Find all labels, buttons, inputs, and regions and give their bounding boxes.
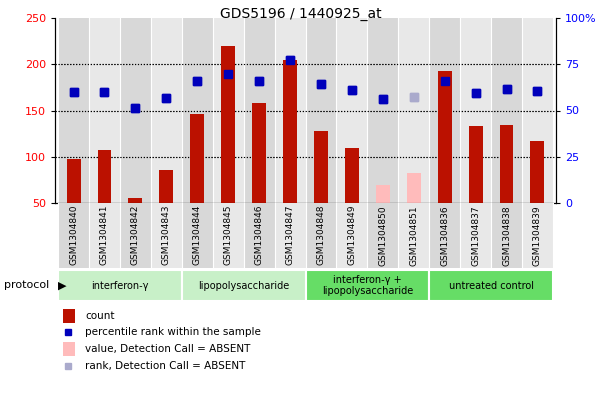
Bar [120, 203, 151, 268]
Bar [97, 150, 111, 203]
Bar [243, 203, 275, 268]
Bar [252, 103, 266, 203]
Bar [182, 270, 305, 301]
Text: percentile rank within the sample: percentile rank within the sample [85, 327, 261, 338]
Bar [252, 103, 266, 203]
Text: GSM1304851: GSM1304851 [409, 205, 418, 266]
Bar [213, 18, 243, 203]
Text: GSM1304850: GSM1304850 [378, 205, 387, 266]
Bar [159, 170, 173, 203]
Bar [63, 342, 75, 356]
Text: ▶: ▶ [58, 281, 67, 290]
Bar [305, 203, 337, 268]
Bar [367, 18, 398, 203]
Bar [58, 203, 89, 268]
Bar [89, 18, 120, 203]
Text: GSM1304842: GSM1304842 [131, 205, 140, 265]
Bar [522, 18, 553, 203]
Text: GSM1304841: GSM1304841 [100, 205, 109, 265]
Bar [275, 18, 305, 203]
Text: GSM1304836: GSM1304836 [440, 205, 449, 266]
Bar [159, 170, 173, 203]
Bar [221, 46, 235, 203]
Text: lipopolysaccharide: lipopolysaccharide [198, 281, 289, 290]
Text: GDS5196 / 1440925_at: GDS5196 / 1440925_at [220, 7, 381, 21]
Bar [460, 203, 491, 268]
Bar [429, 203, 460, 268]
Text: interferon-γ +
lipopolysaccharide: interferon-γ + lipopolysaccharide [322, 275, 413, 296]
Bar [67, 159, 81, 203]
Text: GSM1304847: GSM1304847 [285, 205, 294, 265]
Bar [151, 18, 182, 203]
Bar [191, 114, 204, 203]
Bar [367, 203, 398, 268]
Text: GSM1304843: GSM1304843 [162, 205, 171, 265]
Text: protocol: protocol [4, 281, 49, 290]
Bar [213, 203, 243, 268]
Bar [305, 18, 337, 203]
Bar [469, 126, 483, 203]
Bar [460, 18, 491, 203]
Text: GSM1304837: GSM1304837 [471, 205, 480, 266]
Text: value, Detection Call = ABSENT: value, Detection Call = ABSENT [85, 344, 251, 354]
Text: GSM1304845: GSM1304845 [224, 205, 233, 265]
Bar [345, 147, 359, 203]
Text: untreated control: untreated control [448, 281, 534, 290]
Text: GSM1304848: GSM1304848 [317, 205, 326, 265]
Text: GSM1304849: GSM1304849 [347, 205, 356, 265]
Bar [522, 203, 553, 268]
Bar [151, 203, 182, 268]
Bar [191, 114, 204, 203]
Bar [243, 18, 275, 203]
Bar [182, 18, 213, 203]
Bar [314, 131, 328, 203]
Bar [283, 60, 297, 203]
Bar [58, 18, 89, 203]
Bar [531, 141, 545, 203]
Bar [376, 184, 390, 203]
Bar [182, 203, 213, 268]
Bar [429, 270, 553, 301]
Bar [499, 125, 513, 203]
Bar [438, 71, 451, 203]
Text: rank, Detection Call = ABSENT: rank, Detection Call = ABSENT [85, 361, 245, 371]
Text: GSM1304839: GSM1304839 [533, 205, 542, 266]
Bar [63, 309, 75, 323]
Bar [438, 71, 451, 203]
Bar [469, 126, 483, 203]
Bar [120, 18, 151, 203]
Text: GSM1304844: GSM1304844 [193, 205, 202, 265]
Bar [97, 150, 111, 203]
Bar [337, 18, 367, 203]
Bar [491, 203, 522, 268]
Bar [407, 173, 421, 203]
Bar [398, 203, 429, 268]
Bar [89, 203, 120, 268]
Bar [305, 270, 429, 301]
Bar [129, 198, 142, 203]
Bar [407, 173, 421, 203]
Bar [376, 184, 390, 203]
Bar [283, 60, 297, 203]
Bar [67, 159, 81, 203]
Bar [275, 203, 305, 268]
Bar [58, 270, 182, 301]
Bar [429, 18, 460, 203]
Bar [314, 131, 328, 203]
Text: count: count [85, 310, 115, 321]
Bar [499, 125, 513, 203]
Bar [129, 198, 142, 203]
Bar [398, 18, 429, 203]
Bar [221, 46, 235, 203]
Text: GSM1304840: GSM1304840 [69, 205, 78, 265]
Bar [337, 203, 367, 268]
Text: GSM1304838: GSM1304838 [502, 205, 511, 266]
Bar [491, 18, 522, 203]
Bar [531, 141, 545, 203]
Bar [345, 147, 359, 203]
Text: interferon-γ: interferon-γ [91, 281, 148, 290]
Text: GSM1304846: GSM1304846 [255, 205, 264, 265]
